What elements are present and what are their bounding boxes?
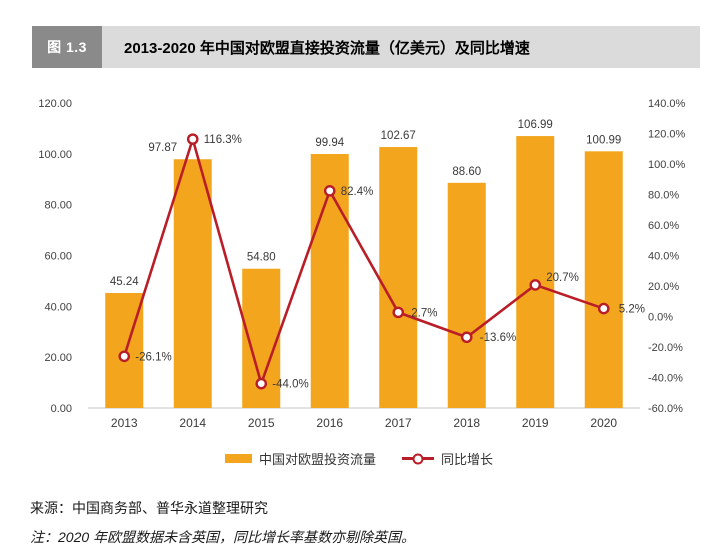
right-axis-tick: 20.0%	[648, 281, 679, 293]
growth-line	[123, 134, 605, 388]
bar-2019	[516, 136, 555, 408]
right-axis-tick: 80.0%	[648, 190, 679, 202]
x-axis-label-2018: 2018	[453, 416, 480, 430]
bar-value-label-2014: 97.87	[148, 142, 177, 154]
line-point-2013	[118, 350, 131, 363]
line-point-2019	[529, 279, 542, 291]
growth-label-2015: -44.0%	[272, 379, 308, 391]
x-axis-label-2015: 2015	[248, 416, 275, 430]
right-axis-tick: 60.0%	[648, 220, 679, 232]
source-note: 来源：中国商务部、普华永道整理研究	[30, 500, 268, 516]
line-point-2015	[255, 377, 268, 390]
growth-label-2014: 116.3%	[204, 134, 242, 146]
bar-value-label-2020: 100.99	[586, 134, 621, 146]
growth-label-2018: -13.6%	[480, 332, 516, 344]
figure-header: 图 1.3 2013-2020 年中国对欧盟直接投资流量（亿美元）及同比增速	[32, 26, 700, 68]
line-point-2014	[186, 133, 199, 145]
left-axis-tick: 20.00	[44, 352, 72, 364]
legend-item-line: 同比增长	[402, 449, 493, 468]
x-axis-label-2020: 2020	[590, 416, 617, 430]
left-axis-tick: 80.00	[44, 200, 72, 212]
figure-tag: 图 1.3	[32, 26, 102, 68]
bar-2020	[584, 151, 623, 408]
right-axis-tick: 120.0%	[648, 129, 686, 141]
growth-label-2013: -26.1%	[135, 351, 171, 363]
footnotes: 来源：中国商务部、普华永道整理研究 注：2020 年欧盟数据未含英国，同比增长率…	[30, 498, 415, 547]
bar-value-label-2017: 102.67	[381, 130, 416, 142]
x-axis-label-2013: 2013	[111, 416, 138, 430]
remark-note: 注：2020 年欧盟数据未含英国，同比增长率基数亦剔除英国。	[30, 529, 416, 545]
legend-item-bar: 中国对欧盟投资流量	[224, 449, 376, 468]
x-axis-label-2019: 2019	[522, 416, 549, 430]
bar-value-label-2019: 106.99	[518, 119, 553, 131]
legend-label-line: 同比增长	[441, 452, 494, 467]
left-axis-tick: 0.00	[51, 403, 72, 415]
growth-label-2017: 2.7%	[411, 307, 437, 319]
left-axis-tick: 40.00	[44, 301, 72, 313]
x-axis-label-2014: 2014	[179, 416, 206, 430]
right-axis-tick: 0.0%	[648, 312, 673, 324]
legend-label-bar: 中国对欧盟投资流量	[258, 452, 376, 467]
bar-value-label-2013: 45.24	[110, 276, 139, 288]
left-axis-tick: 120.00	[38, 98, 72, 110]
growth-label-2020: 5.2%	[619, 304, 645, 316]
bar-series-swatch	[224, 454, 252, 463]
bar-2014	[173, 159, 212, 408]
line-point-2017	[392, 306, 405, 319]
x-axis-label-2017: 2017	[385, 416, 412, 430]
left-axis-tick: 100.00	[38, 149, 72, 161]
figure-title: 2013-2020 年中国对欧盟直接投资流量（亿美元）及同比增速	[102, 26, 700, 68]
bar-value-label-2015: 54.80	[247, 252, 276, 264]
bar-2018	[447, 182, 486, 408]
growth-label-2016: 82.4%	[341, 186, 374, 198]
growth-label-2019: 20.7%	[546, 272, 579, 284]
bar-value-label-2018: 88.60	[452, 166, 481, 178]
line-marker-ring-icon	[412, 453, 424, 464]
right-axis-tick: -20.0%	[648, 342, 683, 354]
right-axis-tick: 100.0%	[648, 159, 686, 171]
bar-value-label-2016: 99.94	[315, 137, 344, 149]
line-series-marker-icon	[402, 453, 434, 464]
line-point-2018	[460, 331, 473, 344]
bar-2017	[379, 147, 418, 408]
legend: 中国对欧盟投资流量 同比增长	[0, 449, 718, 468]
right-axis-tick: -60.0%	[648, 403, 683, 415]
right-axis-tick: 140.0%	[648, 98, 686, 110]
x-axis-label-2016: 2016	[316, 416, 343, 430]
line-point-2020	[597, 302, 610, 315]
line-point-2016	[323, 185, 336, 197]
right-axis-tick: 40.0%	[648, 251, 679, 263]
right-axis-tick: -40.0%	[648, 373, 683, 385]
left-axis-tick: 60.00	[44, 251, 72, 263]
